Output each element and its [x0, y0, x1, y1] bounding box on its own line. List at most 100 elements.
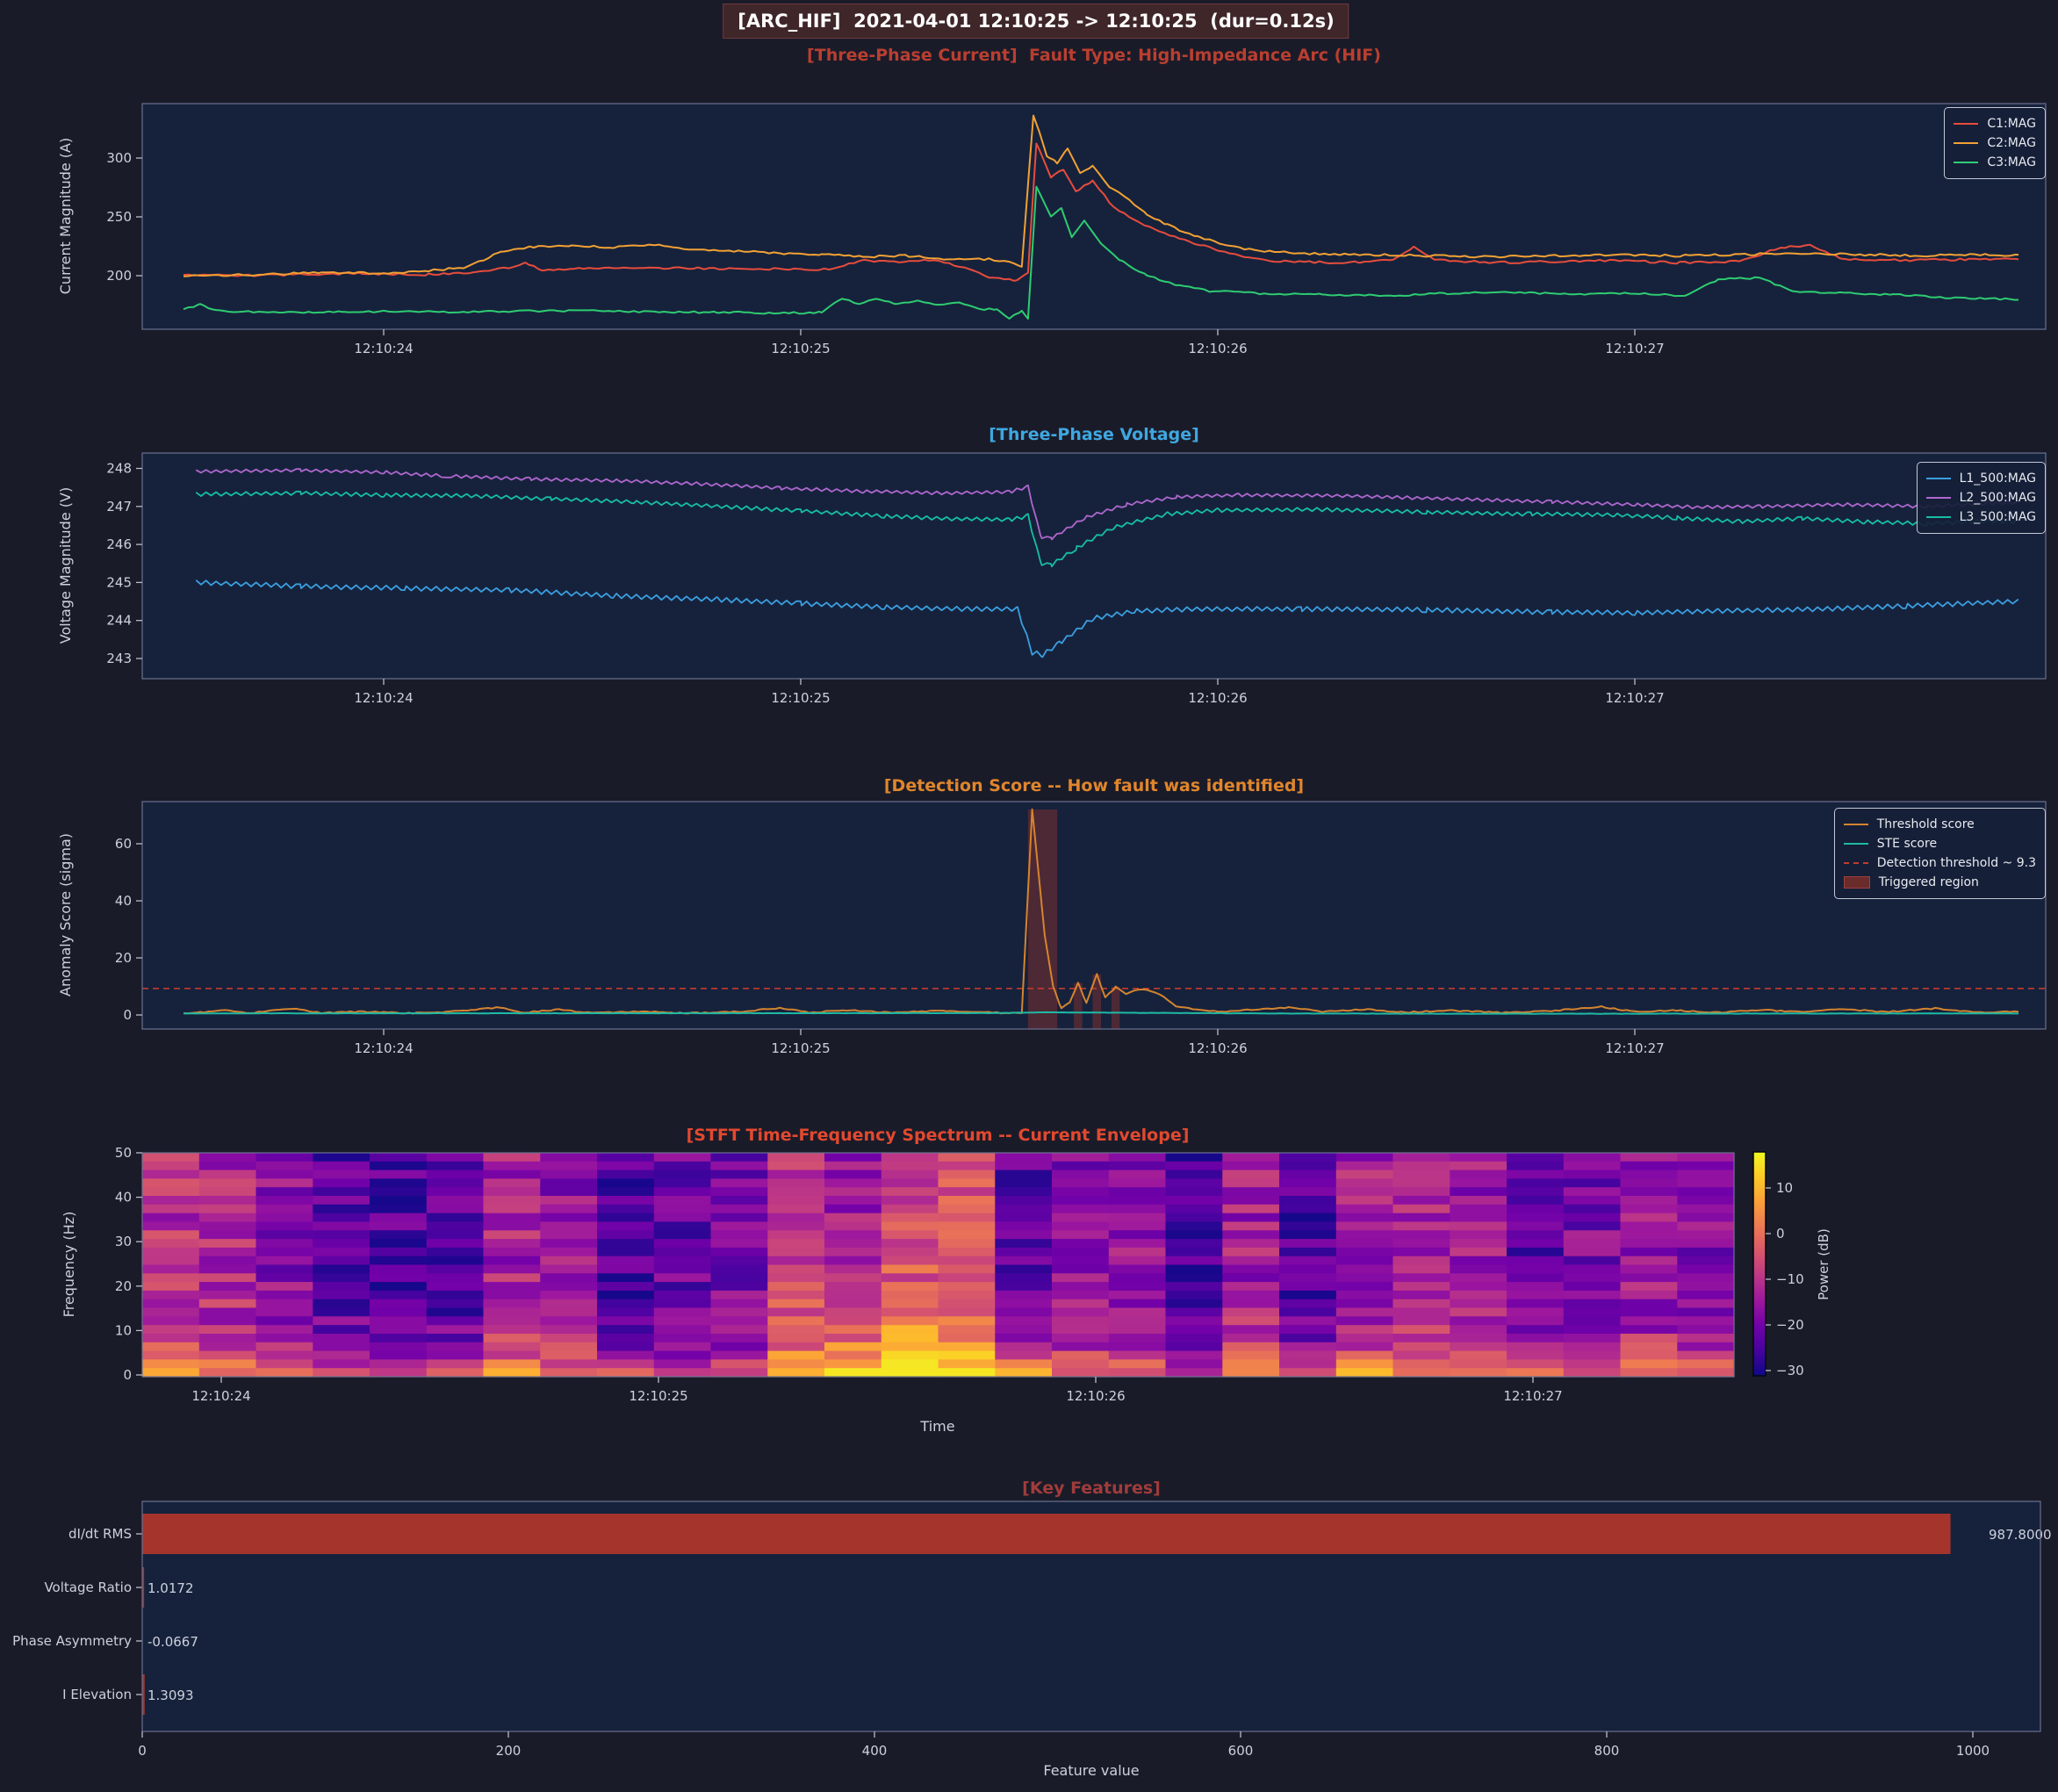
- legend-label: Triggered region: [1878, 875, 1979, 889]
- voltage-x-tick-label: 12:10:26: [1188, 690, 1247, 706]
- voltage-plot: 12:10:24 12:10:25 12:10:26 12:10:2724324424…: [57, 452, 2047, 706]
- colorbar-tick-label: −10: [1776, 1271, 1804, 1287]
- current-x-tick-label: 12:10:25: [771, 341, 830, 356]
- legend-entry: L1_500:MAG: [1925, 469, 2036, 488]
- features-x-tick-label: 0: [138, 1743, 147, 1759]
- feature-category-label: dI/dt RMS: [68, 1526, 132, 1542]
- legend-line-swatch: [1925, 516, 1951, 518]
- voltage-plot-title: [Three-Phase Voltage]: [989, 425, 1199, 444]
- current-y-tick-label: 200: [106, 268, 132, 284]
- current-plot-title: [Three-Phase Current] Fault Type: High-I…: [807, 46, 1381, 65]
- detection-y-tick-label: 60: [115, 836, 132, 852]
- legend-label: Detection threshold ~ 9.3: [1876, 856, 2036, 870]
- spectrogram-plot: 12:10:24 12:10:25 12:10:26 12:10:27 0 10 20 30 4…: [61, 1145, 1831, 1435]
- current-x-tick-label: 12:10:27: [1605, 341, 1664, 356]
- series-L2_500:MAG: [195, 468, 2019, 541]
- feature-value-label: 1.0172: [148, 1580, 194, 1596]
- detection-legend: Threshold score STE score Detection thresh…: [1833, 808, 2046, 899]
- legend-entry: Threshold score: [1843, 815, 2036, 834]
- spectrogram-y-tick-label: 0: [123, 1367, 132, 1383]
- series-L3_500:MAG: [195, 490, 2019, 568]
- current-y-ticks: 200 250 300: [106, 150, 142, 284]
- spectrogram-x-ticks: 12:10:24 12:10:25 12:10:26 12:10:27: [191, 1377, 1563, 1404]
- spectrogram-x-axis-label: Time: [919, 1418, 954, 1435]
- voltage-x-ticks: 12:10:24 12:10:25 12:10:26 12:10:27: [354, 679, 1665, 706]
- legend-dash-swatch: [1843, 862, 1868, 864]
- spectrogram-y-axis-label: Frequency (Hz): [61, 1212, 77, 1318]
- voltage-y-tick-label: 246: [106, 536, 132, 552]
- legend-line-swatch: [1843, 824, 1868, 825]
- colorbar-tick-label: 10: [1776, 1180, 1793, 1196]
- feature-category-label: Phase Asymmetry: [12, 1633, 132, 1649]
- feature-bar: [142, 1567, 145, 1608]
- spectrogram-y-tick-label: 10: [115, 1322, 132, 1338]
- detection-x-ticks: 12:10:24 12:10:25 12:10:26 12:10:27: [354, 1029, 1665, 1056]
- feature-bar: [142, 1514, 1951, 1554]
- colorbar-tick-label: −30: [1776, 1363, 1804, 1378]
- features-x-ticks: 0 200 400 600 800 1000: [138, 1731, 1990, 1759]
- legend-entry: L3_500:MAG: [1925, 507, 2036, 527]
- legend-line-swatch: [1954, 142, 1979, 144]
- series-C2:MAG: [183, 114, 2019, 277]
- current-y-axis-label: Current Magnitude (A): [57, 138, 74, 294]
- feature-value-label: 1.3093: [148, 1688, 194, 1703]
- feature-value-label: 987.8000: [1989, 1527, 2052, 1543]
- legend-entry: STE score: [1843, 834, 2036, 853]
- spectrogram-x-tick-label: 12:10:27: [1503, 1388, 1562, 1404]
- detection-plot-title: [Detection Score -- How fault was identi…: [883, 776, 1305, 795]
- legend-entry: C3:MAG: [1954, 153, 2036, 172]
- series-C3:MAG: [183, 185, 2019, 320]
- features-x-tick-label: 400: [862, 1743, 888, 1759]
- features-x-tick-label: 1000: [1956, 1743, 1990, 1759]
- legend-line-swatch: [1925, 478, 1951, 479]
- voltage-y-tick-label: 244: [106, 613, 132, 629]
- spectrogram-plot-title: [STFT Time-Frequency Spectrum -- Current…: [686, 1126, 1190, 1145]
- legend-label: C2:MAG: [1987, 136, 2036, 150]
- voltage-x-tick-label: 12:10:24: [354, 690, 413, 706]
- feature-value-label: -0.0667: [148, 1634, 198, 1650]
- legend-entry: Detection threshold ~ 9.3: [1843, 853, 2036, 873]
- features-x-tick-label: 600: [1228, 1743, 1254, 1759]
- features-plot: 987.8000 dI/dt RMS 1.0172 Voltage Ratio -0.0…: [12, 1501, 2052, 1779]
- current-legend: C1:MAG C2:MAG C3:MAG: [1944, 107, 2046, 179]
- voltage-x-tick-label: 12:10:27: [1605, 690, 1664, 706]
- features-plot-title: [Key Features]: [1022, 1479, 1161, 1498]
- legend-label: L2_500:MAG: [1959, 491, 2036, 505]
- detection-y-axis-label: Anomaly Score (sigma): [57, 833, 74, 997]
- current-plot: 12:10:24 12:10:25 12:10:26 12:10:27 200 250 30…: [57, 103, 2047, 356]
- features-plot-frame: [141, 1501, 2041, 1732]
- legend-patch-swatch: [1843, 876, 1870, 889]
- legend-label: Threshold score: [1876, 817, 1975, 831]
- feature-category-label: I Elevation: [62, 1687, 132, 1702]
- voltage-x-tick-label: 12:10:25: [771, 690, 830, 706]
- figure-suptitle: [ARC_HIF] 2021-04-01 12:10:25 -> 12:10:2…: [723, 4, 1349, 39]
- spectrogram-y-ticks: 0 10 20 30 40 50: [115, 1145, 142, 1383]
- series-L1_500:MAG: [195, 579, 2019, 659]
- voltage-y-ticks: 243 244 245 246 247 248: [106, 461, 142, 666]
- legend-line-swatch: [1925, 497, 1951, 499]
- series-Threshold score: [183, 808, 2019, 1015]
- colorbar-axis-label: Power (dB): [1816, 1228, 1831, 1300]
- spectrogram-y-tick-label: 20: [115, 1278, 132, 1294]
- features-x-tick-label: 800: [1594, 1743, 1620, 1759]
- legend-entry: C1:MAG: [1954, 114, 2036, 133]
- voltage-y-tick-label: 245: [106, 574, 132, 590]
- spectrogram-plot-frame: [141, 1152, 1735, 1378]
- voltage-y-axis-label: Voltage Magnitude (V): [57, 487, 74, 644]
- detection-y-ticks: 0 20 40 60: [115, 836, 142, 1023]
- current-y-tick-label: 300: [106, 150, 132, 166]
- voltage-y-tick-label: 248: [106, 461, 132, 477]
- triggered-region-band: [1092, 974, 1101, 1029]
- detection-x-tick-label: 12:10:27: [1605, 1040, 1664, 1056]
- legend-line-swatch: [1954, 123, 1979, 125]
- legend-entry: Triggered region: [1843, 873, 2036, 892]
- spectrogram-cells: [142, 1153, 1735, 1378]
- legend-label: STE score: [1876, 837, 1938, 851]
- colorbar-tick-label: 0: [1776, 1226, 1785, 1241]
- detection-plot: 12:10:24 12:10:25 12:10:26 12:10:27 0 20 40 60 A…: [57, 801, 2047, 1056]
- spectrogram-y-tick-label: 40: [115, 1190, 132, 1205]
- triggered-region-band: [1111, 987, 1120, 1029]
- spectrogram-x-tick-label: 12:10:26: [1066, 1388, 1125, 1404]
